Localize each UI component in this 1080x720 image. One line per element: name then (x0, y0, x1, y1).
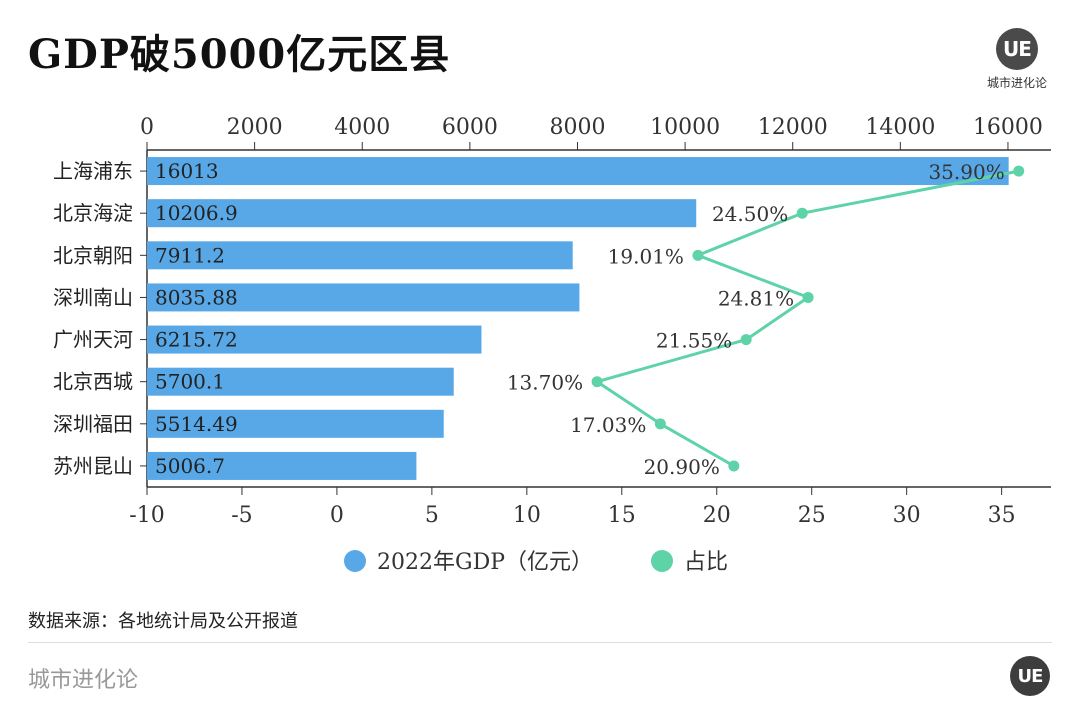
category-label: 广州天河 (53, 328, 133, 352)
share-point (1013, 165, 1025, 177)
gdp-bar (147, 241, 573, 270)
bottom-axis-tick-label: -5 (231, 503, 252, 528)
brand-block: UE 城市进化论 (972, 28, 1062, 91)
legend-share-marker (651, 550, 673, 572)
brand-name: 城市进化论 (986, 76, 1047, 90)
gdp-bar (147, 157, 1009, 186)
bottom-axis-tick-label: 15 (608, 503, 636, 528)
category-label: 苏州昆山 (53, 454, 133, 478)
share-label: 35.90% (928, 160, 1004, 184)
share-point (591, 376, 603, 388)
chart: 0 2000 4000 6000 8000 10000 12000 14000 16000 -10… (53, 115, 1051, 575)
page-title: GDP破5000亿元区县 (28, 31, 451, 78)
share-label: 24.81% (718, 286, 794, 310)
gdp-bar-label: 8035.88 (155, 285, 238, 309)
share-label: 17.03% (570, 413, 646, 437)
legend-share-label: 占比 (684, 550, 728, 575)
source-note: 数据来源：各地统计局及公开报道 (28, 611, 298, 632)
gdp-bar (147, 199, 697, 228)
share-point (802, 291, 814, 303)
share-label: 19.01% (608, 244, 684, 268)
footer-logo-icon: UE (1010, 656, 1050, 696)
gdp-bar-label: 7911.2 (155, 243, 225, 267)
category-label: 上海浦东 (53, 159, 133, 183)
gdp-bar (147, 409, 444, 438)
bottom-axis-tick-label: 10 (513, 503, 541, 528)
gdp-bar (147, 367, 454, 396)
share-point (692, 249, 704, 261)
gdp-bar (147, 451, 417, 480)
share-point (740, 334, 752, 346)
top-axis-tick-label: 8000 (549, 115, 605, 140)
share-label: 21.55% (656, 329, 732, 353)
share-label: 20.90% (644, 455, 720, 479)
category-label: 北京海淀 (53, 201, 133, 225)
share-line (595, 169, 1019, 468)
top-axis-tick-label: 4000 (334, 115, 390, 140)
gdp-bar-label: 6215.72 (155, 328, 238, 352)
legend-gdp-label: 2022年GDP（亿元） (377, 550, 593, 575)
bottom-axis-tick-label: 5 (425, 503, 439, 528)
bottom-axis-tick-label: 30 (893, 503, 921, 528)
gdp-bar-label: 5006.7 (155, 454, 225, 478)
footer-brand-name: 城市进化论 (28, 668, 139, 693)
bottom-axis-tick-label: 35 (988, 503, 1016, 528)
share-point (728, 460, 740, 472)
share-label: 13.70% (507, 371, 583, 395)
footer-divider (28, 642, 1052, 643)
top-axis-tick-label: 2000 (227, 115, 283, 140)
top-axis-tick-label: 6000 (442, 115, 498, 140)
gdp-bar-label: 10206.9 (155, 201, 238, 225)
ue-logo-icon: UE (996, 28, 1038, 70)
gdp-bar (147, 325, 482, 354)
top-axis-tick-label: 12000 (758, 115, 828, 140)
gdp-bar-label: 16013 (155, 159, 219, 183)
category-label: 北京西城 (53, 370, 133, 394)
bottom-axis-tick-label: -10 (129, 503, 164, 528)
category-label: 深圳南山 (53, 285, 133, 309)
top-axis-tick-label: 14000 (865, 115, 935, 140)
category-label: 北京朝阳 (53, 243, 133, 267)
legend-gdp-marker (344, 550, 366, 572)
share-point (654, 418, 666, 430)
share-point (796, 207, 808, 219)
bottom-axis-tick-label: 20 (703, 503, 731, 528)
bottom-axis-tick-label: 0 (330, 503, 344, 528)
share-label: 24.50% (712, 202, 788, 226)
gdp-bar-label: 5700.1 (155, 370, 225, 394)
gdp-bar (147, 283, 580, 312)
bottom-axis-tick-label: 25 (798, 503, 826, 528)
category-label: 深圳福田 (53, 412, 133, 436)
top-axis-tick-label: 10000 (650, 115, 720, 140)
gdp-bar-label: 5514.49 (155, 412, 238, 436)
top-axis-tick-label: 0 (140, 115, 154, 140)
top-axis-tick-label: 16000 (973, 115, 1043, 140)
